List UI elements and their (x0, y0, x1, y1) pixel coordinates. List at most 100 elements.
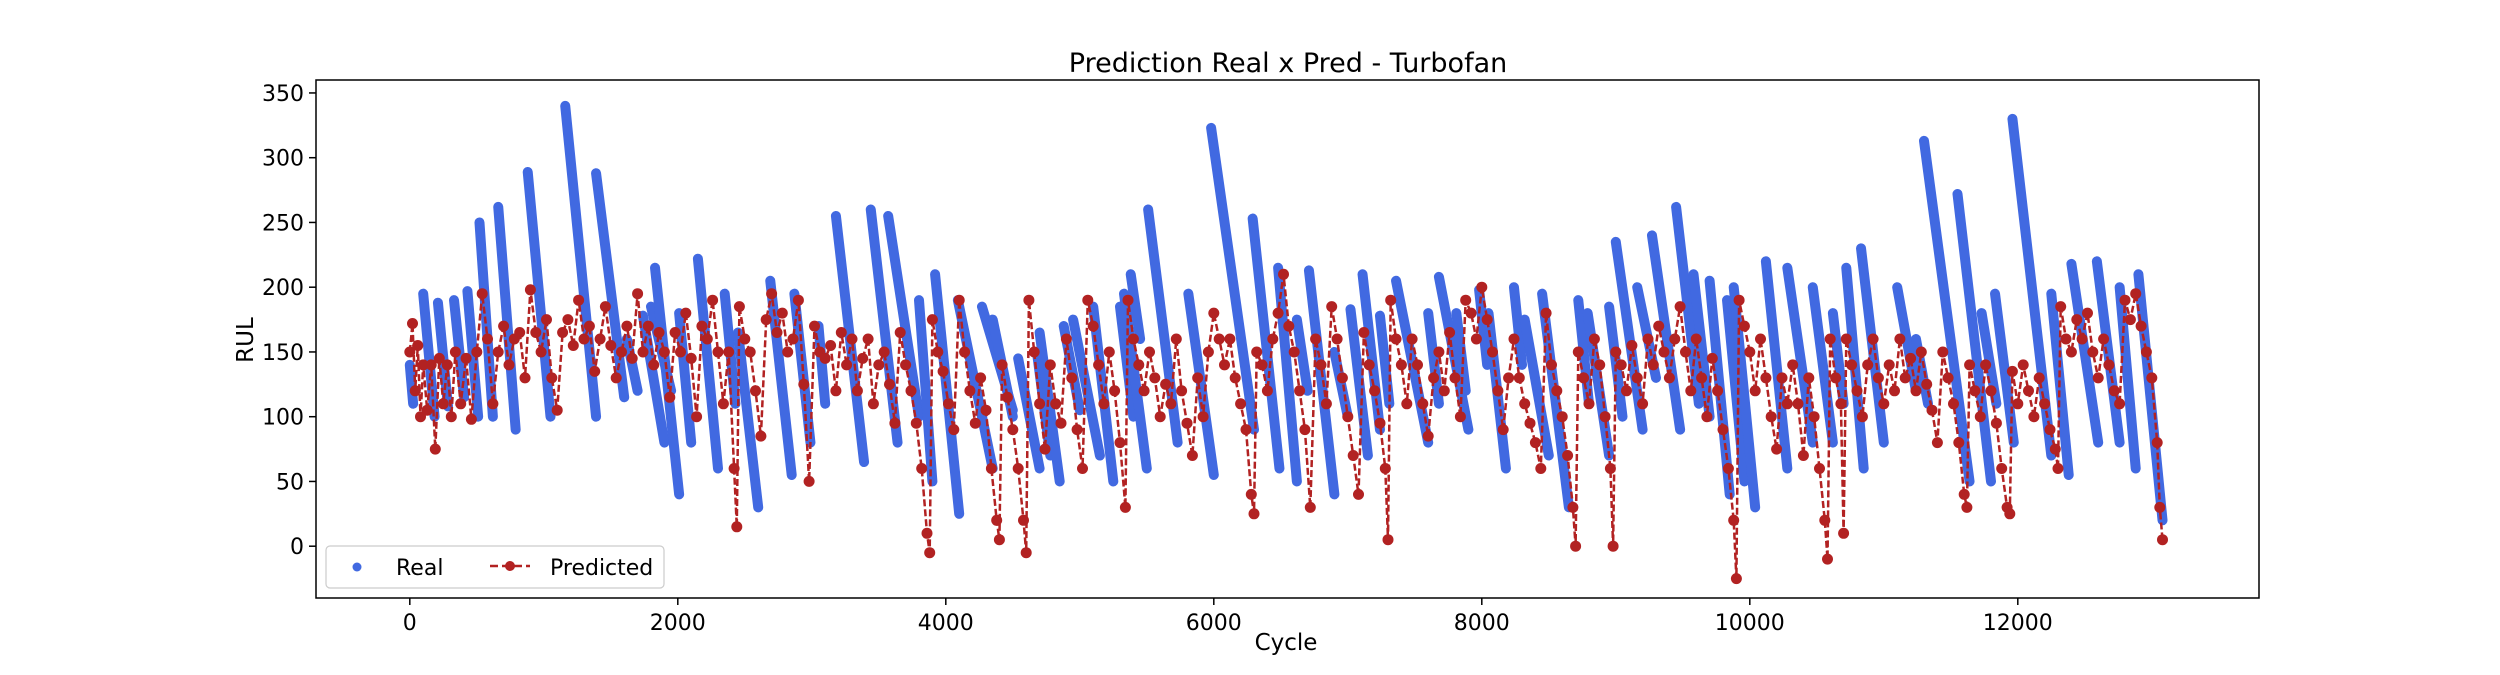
predicted-point (1937, 346, 1949, 358)
predicted-point (696, 320, 708, 332)
y-tick-label: 350 (262, 82, 304, 107)
predicted-point (819, 352, 831, 364)
predicted-point (1872, 372, 1884, 384)
predicted-point (1899, 372, 1911, 384)
predicted-point (1127, 333, 1139, 345)
predicted-point (1315, 359, 1327, 371)
predicted-point (1023, 294, 1035, 306)
predicted-point (1476, 281, 1488, 293)
predicted-point (1631, 372, 1643, 384)
real-segment (733, 327, 764, 513)
predicted-point (1513, 372, 1525, 384)
x-axis: 0 2000 4000 6000 8000 10000 12000 (403, 598, 2053, 636)
predicted-point (2082, 307, 2093, 319)
predicted-point (605, 340, 617, 351)
predicted-point (878, 346, 890, 358)
predicted-point (1020, 547, 1032, 559)
predicted-point (2060, 333, 2072, 345)
predicted-point (2004, 508, 2016, 520)
predicted-point (583, 320, 595, 332)
predicted-point (487, 398, 499, 410)
predicted-point (921, 527, 933, 539)
real-segment (1508, 282, 1527, 370)
real-segment (1919, 135, 1975, 487)
predicted-point (1830, 372, 1842, 384)
predicted-point (2119, 294, 2131, 306)
real-segment (1303, 265, 1340, 500)
predicted-point (1385, 294, 1397, 306)
predicted-point (2108, 385, 2120, 397)
real-segment (1183, 288, 1219, 480)
predicted-point (1412, 359, 1423, 371)
predicted-point (1663, 372, 1675, 384)
predicted-point (1336, 372, 1348, 384)
predicted-point (557, 327, 569, 338)
real-segment (1423, 308, 1444, 409)
predicted-point (1181, 417, 1193, 429)
plot-frame (315, 79, 2260, 599)
predicted-point (1160, 378, 1172, 390)
predicted-point (884, 378, 895, 390)
predicted-point (1114, 437, 1126, 449)
predicted-point (514, 327, 526, 338)
predicted-point (873, 359, 885, 371)
predicted-point (996, 359, 1008, 371)
real-segment (1206, 122, 1259, 435)
predicted-point (1267, 333, 1279, 345)
predicted-point (1347, 450, 1359, 461)
predicted-point (642, 320, 654, 332)
predicted-point (562, 314, 574, 326)
y-tick-label: 0 (290, 535, 304, 560)
plot-area (404, 100, 2168, 585)
predicted-point (2028, 411, 2040, 423)
predicted-point (733, 301, 745, 313)
real-segment (560, 100, 602, 422)
predicted-point (492, 346, 504, 358)
real-segment (1782, 262, 1818, 448)
predicted-point (916, 463, 928, 474)
legend-marker-predicted (505, 561, 515, 571)
predicted-point (1358, 327, 1370, 338)
predicted-point (1776, 372, 1788, 384)
predicted-point (1353, 488, 1364, 500)
predicted-point (1001, 391, 1013, 403)
predicted-point (524, 284, 536, 296)
predicted-point (551, 404, 563, 416)
predicted-point (1417, 398, 1429, 410)
predicted-point (1109, 385, 1121, 397)
predicted-point (2033, 372, 2045, 384)
real-segment (2066, 258, 2104, 448)
predicted-point (449, 346, 461, 358)
predicted-point (1390, 333, 1402, 345)
predicted-point (2098, 333, 2110, 345)
predicted-point (1202, 346, 1214, 358)
predicted-point (1733, 294, 1745, 306)
predicted-point (1050, 398, 1062, 410)
predicted-point (1213, 333, 1225, 345)
predicted-point (1797, 450, 1809, 461)
predicted-point (1497, 424, 1509, 436)
predicted-point (2087, 346, 2099, 358)
predicted-point (1728, 514, 1740, 526)
predicted-point (1755, 333, 1766, 345)
predicted-point (1208, 307, 1220, 319)
predicted-point (1990, 417, 2002, 429)
predicted-point (1846, 359, 1858, 371)
predicted-point (776, 307, 788, 319)
predicted-point (1176, 385, 1188, 397)
predicted-point (1251, 346, 1263, 358)
predicted-point (1787, 359, 1799, 371)
predicted-point (1647, 359, 1659, 371)
predicted-point (1722, 463, 1734, 474)
predicted-point (1422, 430, 1434, 442)
predicted-point (1138, 385, 1150, 397)
predicted-point (1288, 346, 1300, 358)
predicted-point (723, 346, 735, 358)
predicted-point (782, 346, 794, 358)
predicted-point (1374, 417, 1386, 429)
predicted-point (1653, 320, 1665, 332)
predicted-point (1706, 352, 1718, 364)
predicted-point (1980, 359, 1992, 371)
